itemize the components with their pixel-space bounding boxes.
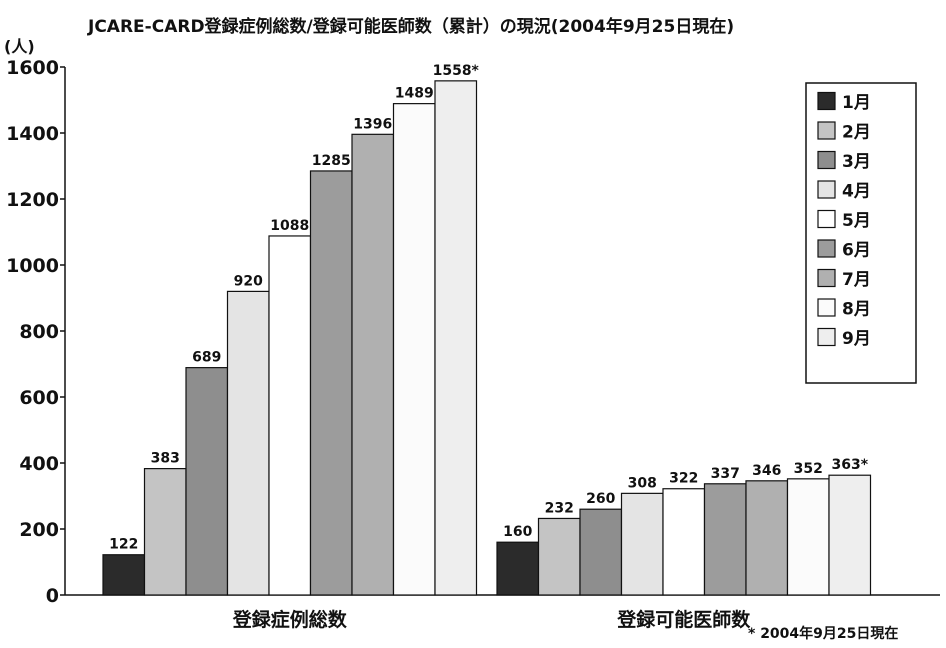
chart-title: JCARE-CARD登録症例総数/登録可能医師数（累計）の現況(2004年9月2… bbox=[87, 16, 734, 37]
y-tick-label: 1000 bbox=[6, 255, 59, 277]
bar bbox=[620, 492, 664, 596]
data-label: 322 bbox=[669, 471, 698, 487]
bar bbox=[828, 474, 872, 596]
bar bbox=[434, 80, 478, 596]
bar bbox=[786, 478, 830, 596]
data-label: 1558* bbox=[433, 63, 480, 79]
data-label: 1285 bbox=[312, 153, 351, 169]
data-label: 689 bbox=[192, 350, 221, 366]
data-label: 346 bbox=[752, 463, 781, 479]
data-label: 337 bbox=[711, 466, 740, 482]
category-label: 登録症例総数 bbox=[232, 608, 348, 631]
legend-swatch bbox=[817, 91, 836, 111]
data-label: 232 bbox=[545, 500, 574, 516]
y-tick-label: 1200 bbox=[6, 189, 59, 211]
legend-label: 6月 bbox=[842, 241, 871, 261]
category-label: 登録可能医師数 bbox=[616, 608, 751, 631]
bar bbox=[579, 508, 623, 596]
bar bbox=[745, 480, 789, 596]
y-tick-label: 600 bbox=[19, 387, 59, 409]
legend-label: 7月 bbox=[842, 270, 871, 290]
data-label: 363* bbox=[831, 457, 868, 473]
footnote: * 2004年9月25日現在 bbox=[748, 625, 898, 642]
bar bbox=[226, 290, 270, 596]
legend-swatch bbox=[817, 209, 836, 229]
legend-label: 1月 bbox=[842, 93, 871, 113]
legend-swatch bbox=[817, 180, 836, 199]
legend-label: 9月 bbox=[842, 329, 871, 349]
data-label: 352 bbox=[794, 461, 823, 477]
bar bbox=[143, 468, 187, 596]
data-label: 920 bbox=[234, 273, 263, 289]
legend-label: 5月 bbox=[842, 211, 871, 231]
bar bbox=[703, 483, 747, 596]
bars-layer bbox=[102, 80, 872, 596]
legend-label: 4月 bbox=[842, 182, 871, 202]
bar bbox=[351, 133, 395, 596]
legend-swatch bbox=[817, 150, 836, 170]
unit-label: (人) bbox=[4, 37, 35, 56]
bar bbox=[392, 103, 436, 596]
legend-swatch bbox=[817, 268, 836, 288]
data-label: 260 bbox=[586, 491, 615, 507]
data-label: 1088 bbox=[270, 218, 309, 234]
data-label: 308 bbox=[628, 475, 657, 491]
y-tick-label: 1600 bbox=[6, 57, 59, 79]
y-tick-label: 800 bbox=[19, 321, 59, 343]
data-label: 122 bbox=[109, 537, 138, 553]
bar bbox=[268, 235, 312, 596]
legend-swatch bbox=[817, 121, 836, 140]
data-label: 1396 bbox=[353, 116, 392, 132]
legend-swatch bbox=[817, 298, 836, 317]
bar bbox=[185, 367, 229, 596]
bar bbox=[662, 488, 706, 596]
legend-swatch bbox=[817, 327, 836, 347]
legend: 1月 2月 3月 4月 5月 6月 7月 8月 9月 bbox=[805, 82, 917, 384]
legend-label: 2月 bbox=[842, 123, 871, 143]
legend-label: 3月 bbox=[842, 152, 871, 172]
data-label: 1489 bbox=[395, 86, 434, 102]
y-tick-label: 200 bbox=[19, 519, 59, 541]
y-tick-label: 400 bbox=[19, 453, 59, 475]
y-tick-label: 1400 bbox=[6, 123, 59, 145]
bar bbox=[102, 554, 146, 596]
legend-label: 8月 bbox=[842, 300, 871, 320]
bar bbox=[309, 170, 353, 596]
legend-swatch bbox=[817, 239, 836, 258]
data-label: 160 bbox=[503, 524, 532, 540]
y-tick-label: 0 bbox=[46, 585, 59, 607]
data-label: 383 bbox=[151, 451, 180, 467]
bar bbox=[537, 517, 581, 596]
category-labels-layer: 登録症例総数 登録可能医師数 bbox=[232, 608, 752, 631]
bar bbox=[496, 541, 540, 596]
